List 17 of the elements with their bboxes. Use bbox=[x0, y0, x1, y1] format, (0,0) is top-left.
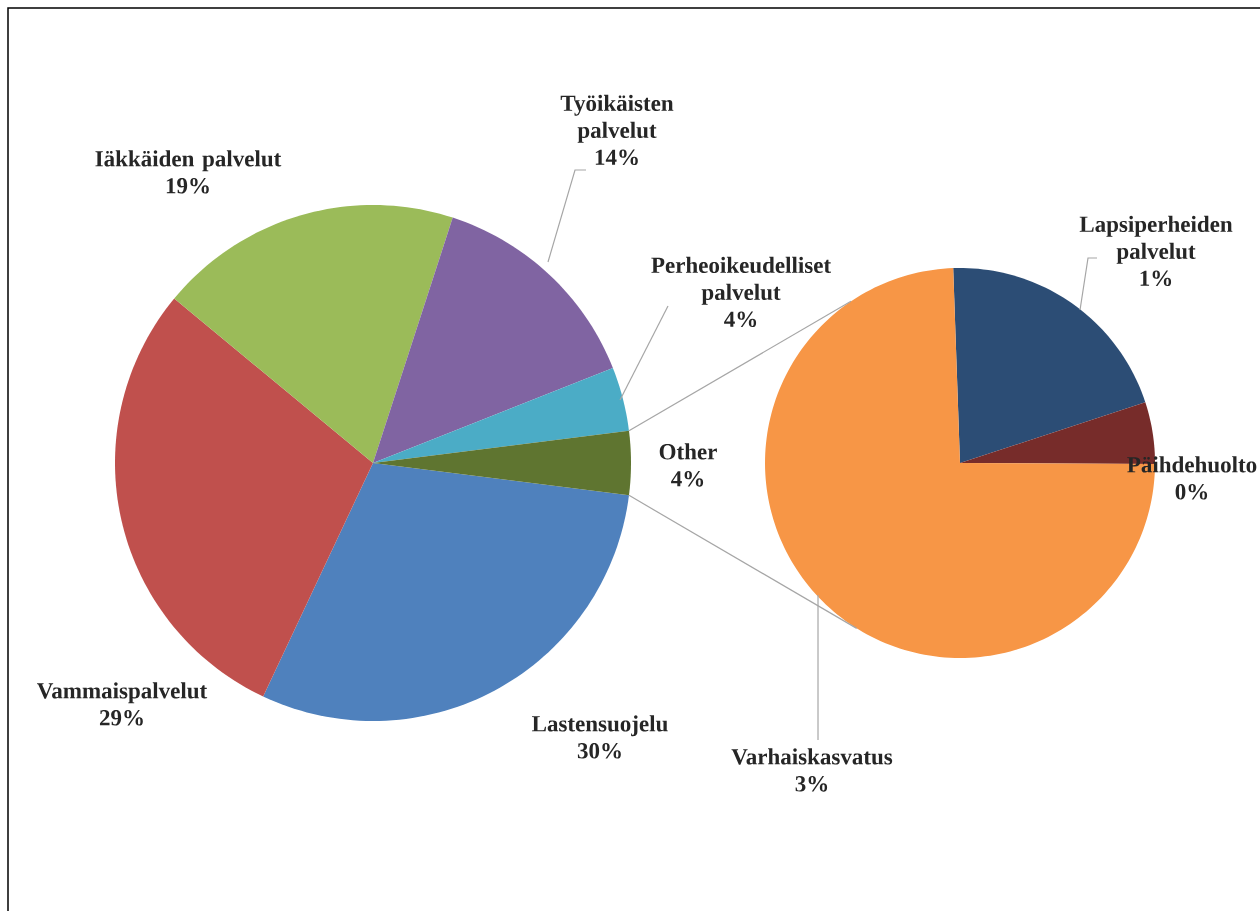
data-label: 30% bbox=[577, 743, 621, 759]
slice-label: Työikäisten palvelut bbox=[560, 94, 674, 143]
data-label: 29% bbox=[99, 710, 143, 726]
slice-label: Lastensuojelu bbox=[532, 715, 668, 737]
data-label: 1% bbox=[1140, 270, 1172, 287]
data-label: 14% bbox=[595, 149, 638, 166]
slice-label: Iäkkäiden palvelut bbox=[95, 150, 282, 172]
slice-label: Perheoikeudelliset palvelut bbox=[651, 256, 832, 305]
data-label: 19% bbox=[166, 178, 209, 194]
data-label: 4% bbox=[671, 471, 704, 487]
data-label: 3% bbox=[795, 776, 828, 792]
slice-label: Other bbox=[659, 443, 717, 460]
slice-label: Lapsiperheiden palvelut bbox=[1079, 215, 1233, 264]
slice-label: Vammaispalvelut bbox=[37, 682, 208, 704]
slice-label: Varhaiskasvatus bbox=[731, 748, 893, 765]
data-label: 4% bbox=[724, 311, 757, 328]
data-label: 0% bbox=[1175, 484, 1208, 500]
